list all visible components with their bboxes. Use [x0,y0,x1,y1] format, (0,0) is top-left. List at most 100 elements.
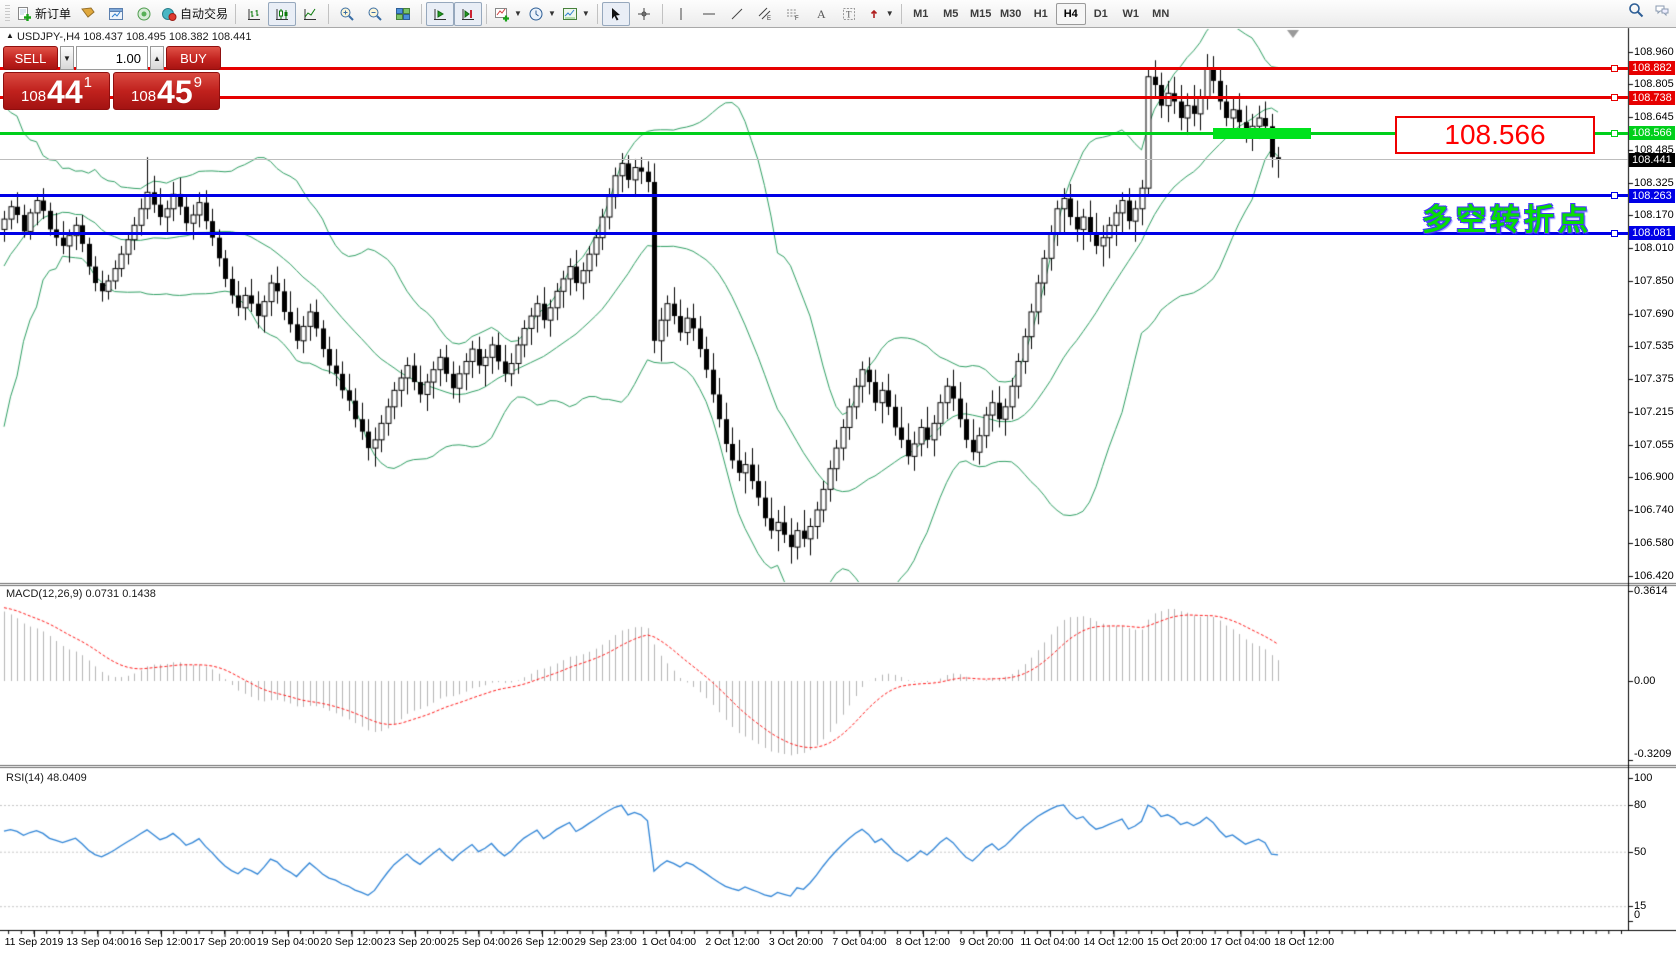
support-2-line[interactable] [0,231,1628,235]
highlight-rectangle[interactable] [1213,127,1311,139]
text-label-tool-button[interactable]: T [835,2,863,26]
sell-button[interactable]: SELL [3,46,58,70]
price-axis-tick: 106.740 [1634,503,1674,516]
add-indicator-button[interactable]: ▼ [491,2,525,26]
time-axis-label: 17 Oct 04:00 [1210,936,1271,948]
timeframe-H4[interactable]: H4 [1055,2,1086,25]
search-icon[interactable] [1628,2,1644,18]
auto-scroll-icon [434,8,447,20]
new-order-button[interactable]: 新订单 [13,2,74,26]
buy-button[interactable]: BUY [166,46,221,70]
line-chart-button[interactable] [296,2,324,26]
price-callout-box[interactable]: 108.566 [1395,116,1595,154]
new-order-icon [18,6,31,21]
time-axis-label: 15 Oct 20:00 [1146,936,1208,948]
tile-windows-button[interactable] [389,2,417,26]
chat-icon[interactable] [1654,2,1670,18]
time-axis-label: 11 Oct 04:00 [1020,936,1080,948]
turning-level-handle[interactable] [1611,129,1618,137]
templates-button[interactable]: ▼ [559,2,593,26]
sell-price-button[interactable]: 108 44 1 [3,72,110,110]
timeframe-H1[interactable]: H1 [1033,7,1048,20]
price-axis-tick: 108.010 [1634,241,1674,254]
svg-text:T: T [846,9,852,19]
support-1-handle[interactable] [1611,192,1618,200]
volume-decrease-button[interactable]: ▼ [60,46,74,70]
price-axis-tick: 107.375 [1634,372,1674,385]
cursor-tool-button[interactable] [601,1,630,26]
collapse-panel-icon[interactable]: ▲ [6,31,14,40]
volume-input[interactable] [76,46,148,70]
trendline-icon [731,8,743,19]
auto-trading-button[interactable]: 自动交易 [158,2,231,26]
timeframe-W1[interactable]: W1 [1122,7,1139,20]
timeframe-D1[interactable]: D1 [1093,7,1108,20]
bar-chart-button[interactable] [240,2,268,26]
rsi-axis-tick: 0 [1634,909,1641,921]
horizontal-line-tool-button[interactable] [695,2,723,26]
buy-price-point: 9 [193,74,202,91]
time-axis-label: 1 Oct 04:00 [641,936,697,948]
svg-text:E: E [767,16,771,22]
toolbar-separator [486,3,488,24]
symbol-header: ▲ USDJPY-,H4 108.437 108.495 108.382 108… [6,31,251,43]
bar-chart-icon [248,8,261,20]
turning-level-line[interactable] [0,131,1628,135]
resistance-2-handle[interactable] [1611,94,1618,102]
rsi-axis-tick: 15 [1634,900,1647,913]
timeframe-M5[interactable]: M5 [943,7,959,20]
arrows-tool-button[interactable]: ▼ [863,2,897,26]
last-price-badge: 108.441 [1629,153,1675,168]
time-axis-label: 23 Sep 20:00 [383,936,447,948]
price-axis-tick: 107.535 [1634,339,1674,352]
support-1-line[interactable] [0,194,1628,198]
time-axis-label: 7 Oct 04:00 [832,936,887,948]
fibonacci-tool-button[interactable]: F [779,2,807,26]
crosshair-icon [637,7,650,20]
svg-text:A: A [817,7,826,21]
toolbar-separator [235,3,237,24]
text-tool-button[interactable]: A [807,2,835,26]
timeframe-M15[interactable]: M15 [970,7,992,20]
equidistant-channel-tool-button[interactable]: E [751,2,779,26]
support-2-price-badge: 108.081 [1629,226,1675,241]
timeframe-M1[interactable]: M1 [913,7,929,20]
chart-shift-icon [462,8,475,20]
auto-scroll-button[interactable] [426,1,455,26]
timeframe-MN[interactable]: MN [1152,7,1170,20]
one-click-trading-panel: SELL ▼ ▲ BUY 108 44 1 108 45 9 [3,46,223,110]
turning-point-annotation[interactable]: 多空转折点 [1422,204,1592,237]
macd-main-value: 0.0731 [85,588,120,600]
zoom-out-button[interactable] [361,2,389,26]
zoom-in-button[interactable] [333,2,361,26]
vertical-line-tool-button[interactable] [667,2,695,26]
chart-shift-button[interactable] [454,1,483,26]
support-2-handle[interactable] [1611,229,1618,237]
arrows-icon [870,9,877,18]
resistance-2-line[interactable] [0,96,1628,100]
rsi-axis-tick: 50 [1634,845,1647,858]
signals-button[interactable] [130,2,158,26]
resistance-1-line[interactable] [0,66,1628,70]
sell-price-point: 1 [83,74,92,91]
time-axis-label: 25 Sep 04:00 [447,936,510,948]
candlestick-chart-button[interactable] [268,1,297,26]
periods-button[interactable]: ▼ [525,2,559,26]
price-axis-tick: 107.055 [1634,439,1674,451]
funnel-button[interactable] [74,2,102,26]
time-axis-label: 17 Sep 20:00 [193,936,256,948]
macd-axis-tick: -0.3209 [1634,748,1672,760]
new-chart-button[interactable] [102,2,130,26]
time-axis-label: 16 Sep 12:00 [129,936,193,948]
timeframe-M30[interactable]: M30 [1000,7,1022,20]
trendline-tool-button[interactable] [723,2,751,26]
auto-trading-icon [162,7,177,21]
volume-increase-button[interactable]: ▲ [150,46,164,70]
resistance-1-handle[interactable] [1611,64,1618,72]
buy-price-button[interactable]: 108 45 9 [113,72,220,110]
add-indicator-icon [495,7,510,21]
dropdown-arrow-icon: ▼ [547,9,556,18]
crosshair-tool-button[interactable] [630,2,658,26]
